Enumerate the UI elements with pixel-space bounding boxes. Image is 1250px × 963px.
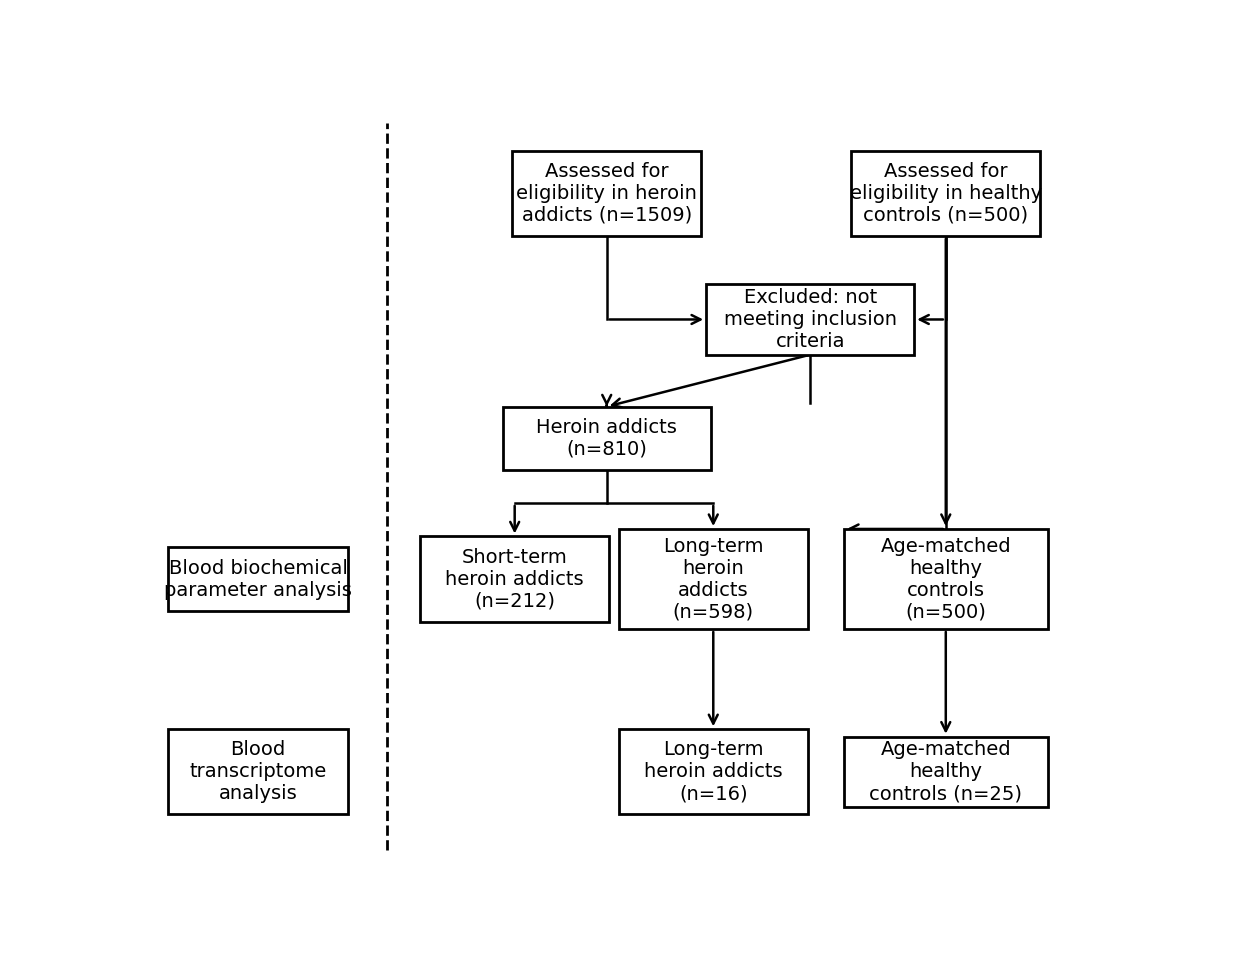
Text: Long-term
heroin addicts
(n=16): Long-term heroin addicts (n=16) xyxy=(644,741,782,803)
FancyBboxPatch shape xyxy=(851,151,1040,236)
Text: Blood
transcriptome
analysis: Blood transcriptome analysis xyxy=(189,741,326,803)
Text: Age-matched
healthy
controls
(n=500): Age-matched healthy controls (n=500) xyxy=(880,536,1011,621)
FancyBboxPatch shape xyxy=(706,284,914,354)
Text: Excluded: not
meeting inclusion
criteria: Excluded: not meeting inclusion criteria xyxy=(724,288,896,351)
Text: Long-term
heroin
addicts
(n=598): Long-term heroin addicts (n=598) xyxy=(662,536,764,621)
FancyBboxPatch shape xyxy=(619,729,808,815)
FancyBboxPatch shape xyxy=(512,151,701,236)
Text: Age-matched
healthy
controls (n=25): Age-matched healthy controls (n=25) xyxy=(869,741,1022,803)
FancyBboxPatch shape xyxy=(169,548,348,611)
FancyBboxPatch shape xyxy=(169,729,348,815)
Text: Heroin addicts
(n=810): Heroin addicts (n=810) xyxy=(536,418,678,458)
FancyBboxPatch shape xyxy=(844,737,1048,807)
FancyBboxPatch shape xyxy=(619,529,808,629)
FancyBboxPatch shape xyxy=(503,406,711,470)
Text: Short-term
heroin addicts
(n=212): Short-term heroin addicts (n=212) xyxy=(445,548,584,611)
Text: Assessed for
eligibility in healthy
controls (n=500): Assessed for eligibility in healthy cont… xyxy=(850,162,1041,225)
Text: Assessed for
eligibility in heroin
addicts (n=1509): Assessed for eligibility in heroin addic… xyxy=(516,162,698,225)
FancyBboxPatch shape xyxy=(420,536,609,622)
FancyBboxPatch shape xyxy=(844,529,1048,629)
Text: Blood biochemical
parameter analysis: Blood biochemical parameter analysis xyxy=(164,559,352,600)
